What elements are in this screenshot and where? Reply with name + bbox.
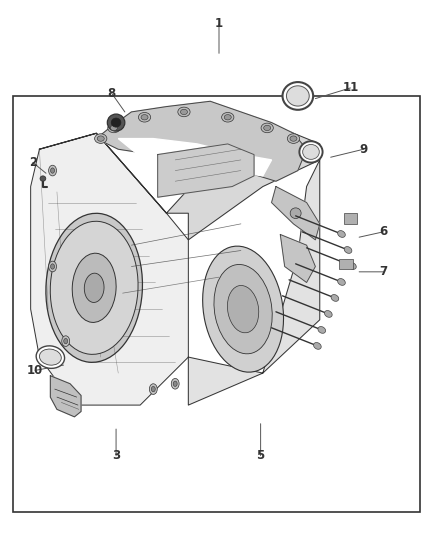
Ellipse shape bbox=[95, 134, 107, 143]
Bar bbox=[13, 96, 420, 512]
Polygon shape bbox=[96, 101, 307, 181]
Ellipse shape bbox=[286, 86, 309, 106]
Ellipse shape bbox=[283, 82, 313, 110]
Ellipse shape bbox=[111, 118, 121, 127]
Ellipse shape bbox=[151, 386, 155, 392]
Polygon shape bbox=[39, 117, 320, 240]
Ellipse shape bbox=[110, 125, 117, 131]
Ellipse shape bbox=[107, 114, 125, 131]
Text: 1: 1 bbox=[215, 18, 223, 30]
Ellipse shape bbox=[180, 109, 187, 115]
Bar bbox=[339, 259, 353, 269]
Text: 8: 8 bbox=[108, 87, 116, 100]
Ellipse shape bbox=[178, 107, 190, 117]
Polygon shape bbox=[31, 133, 188, 405]
Ellipse shape bbox=[171, 378, 179, 389]
Ellipse shape bbox=[49, 261, 57, 272]
Ellipse shape bbox=[64, 338, 67, 344]
Ellipse shape bbox=[303, 144, 319, 159]
Ellipse shape bbox=[338, 279, 345, 285]
Ellipse shape bbox=[349, 263, 356, 269]
Ellipse shape bbox=[84, 273, 104, 302]
Ellipse shape bbox=[299, 141, 322, 163]
Text: 11: 11 bbox=[342, 82, 359, 94]
Ellipse shape bbox=[49, 165, 57, 176]
Ellipse shape bbox=[344, 247, 352, 253]
Text: 10: 10 bbox=[27, 364, 43, 377]
Text: 9: 9 bbox=[360, 143, 367, 156]
Ellipse shape bbox=[50, 264, 54, 269]
Ellipse shape bbox=[264, 125, 271, 131]
Ellipse shape bbox=[50, 168, 54, 173]
Ellipse shape bbox=[39, 349, 61, 365]
Text: 3: 3 bbox=[112, 449, 120, 462]
Text: 2: 2 bbox=[29, 156, 37, 169]
Text: 7: 7 bbox=[379, 265, 387, 278]
Ellipse shape bbox=[331, 295, 339, 301]
Polygon shape bbox=[280, 235, 315, 282]
Polygon shape bbox=[272, 187, 320, 240]
Ellipse shape bbox=[141, 115, 148, 120]
Bar bbox=[344, 213, 357, 224]
Polygon shape bbox=[188, 160, 320, 405]
Ellipse shape bbox=[222, 112, 234, 122]
Ellipse shape bbox=[36, 346, 64, 368]
Ellipse shape bbox=[203, 246, 283, 372]
Polygon shape bbox=[118, 139, 272, 176]
Ellipse shape bbox=[224, 115, 231, 120]
Ellipse shape bbox=[261, 123, 273, 133]
Ellipse shape bbox=[97, 136, 104, 141]
Ellipse shape bbox=[290, 136, 297, 141]
Ellipse shape bbox=[50, 221, 138, 354]
Ellipse shape bbox=[40, 176, 46, 181]
Text: 5: 5 bbox=[257, 449, 265, 462]
Ellipse shape bbox=[72, 253, 116, 322]
Polygon shape bbox=[50, 376, 81, 417]
Ellipse shape bbox=[325, 311, 332, 317]
Ellipse shape bbox=[287, 134, 300, 143]
Ellipse shape bbox=[318, 327, 325, 333]
Ellipse shape bbox=[46, 213, 142, 362]
Polygon shape bbox=[158, 144, 254, 197]
Ellipse shape bbox=[138, 112, 151, 122]
Ellipse shape bbox=[108, 123, 120, 133]
Text: 6: 6 bbox=[379, 225, 387, 238]
Ellipse shape bbox=[149, 384, 157, 394]
Ellipse shape bbox=[314, 343, 321, 349]
Ellipse shape bbox=[338, 231, 345, 237]
Ellipse shape bbox=[62, 336, 70, 346]
Ellipse shape bbox=[173, 381, 177, 386]
Ellipse shape bbox=[227, 286, 259, 333]
Ellipse shape bbox=[214, 264, 272, 354]
Ellipse shape bbox=[290, 208, 301, 219]
